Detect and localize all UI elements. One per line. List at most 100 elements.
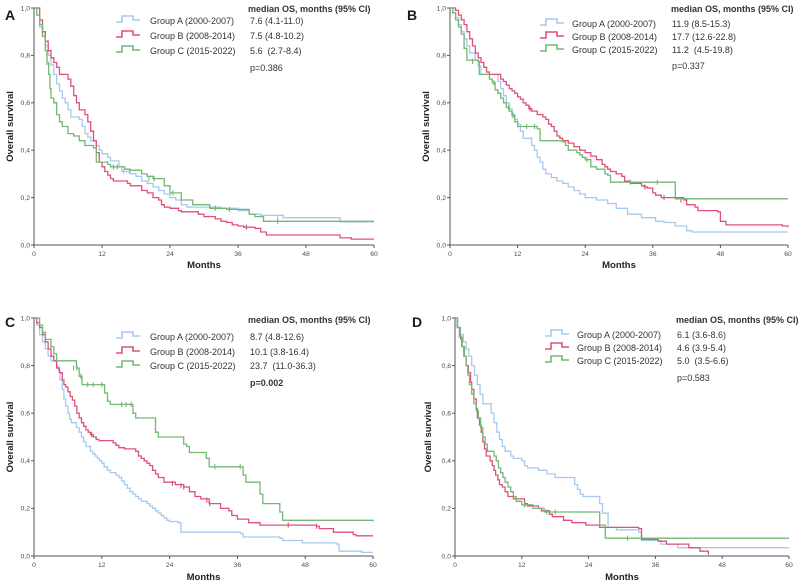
y-tick-label: 1,0 <box>21 315 31 322</box>
legend-label-group-c: Group C (2015-2022) <box>577 356 663 366</box>
km-curve-group-b <box>455 317 709 555</box>
legend-median-group-a: 7.6 (4.1-11.0) <box>250 16 303 26</box>
x-tick-label: 36 <box>234 251 242 258</box>
axes <box>449 8 788 246</box>
legend-label-group-a: Group A (2000-2007) <box>150 16 234 26</box>
x-tick-label: 60 <box>370 251 378 258</box>
x-tick-label: 12 <box>518 562 526 569</box>
legend-swatch-group-a <box>116 15 140 23</box>
y-tick-label: 0,2 <box>442 506 452 513</box>
y-axis-title: Overall survival <box>5 91 16 162</box>
x-tick-label: 48 <box>718 562 726 569</box>
legend-median-group-b: 10.1 (3.8-16.4) <box>250 347 309 357</box>
x-tick-label: 0 <box>448 251 452 258</box>
legend-swatch-group-c <box>116 45 140 53</box>
x-tick-label: 12 <box>98 562 106 569</box>
legend-median-group-c: 23.7 (11.0-36.3) <box>250 361 316 371</box>
x-tick-label: 48 <box>302 251 310 258</box>
x-tick-label: 0 <box>453 562 457 569</box>
y-tick-label: 0,6 <box>21 411 31 418</box>
y-axis-title: Overall survival <box>5 402 16 473</box>
panel-letter: B <box>407 7 417 23</box>
legend-swatch-group-b <box>540 31 564 39</box>
km-curve-group-a <box>455 317 789 549</box>
y-tick-label: 0,0 <box>437 242 447 249</box>
panel-a-chart: 0,0 0,2 0,4 0,6 0,8 1,0 0 12 24 36 48 60 median OS, … <box>5 4 378 271</box>
y-tick-label: 0,4 <box>437 148 447 155</box>
km-curve-group-c <box>34 317 374 522</box>
x-tick-label: 36 <box>649 251 657 258</box>
y-tick-label: 0,8 <box>21 53 31 60</box>
legend-swatch-group-b <box>545 342 569 350</box>
panel-letter: C <box>5 314 15 330</box>
y-tick-label: 0,2 <box>21 195 31 202</box>
p-value: p=0.002 <box>250 378 283 388</box>
x-tick-label: 24 <box>581 251 589 258</box>
y-axis-title: Overall survival <box>423 402 434 473</box>
legend-label-group-b: Group B (2008-2014) <box>572 32 657 42</box>
y-tick-label: 1,0 <box>437 5 447 12</box>
panel-letter: D <box>412 314 422 330</box>
legend-header: median OS, months (95% CI) <box>676 315 799 325</box>
legend-median-group-b: 4.6 (3.9-5.4) <box>677 343 726 353</box>
y-tick-label: 0,0 <box>21 242 31 249</box>
p-value: p=0.386 <box>250 63 283 73</box>
km-curve-group-c <box>34 7 374 222</box>
legend-label-group-a: Group A (2000-2007) <box>577 330 661 340</box>
legend-median-group-b: 7.5 (4.8-10.2) <box>250 31 304 41</box>
y-tick-label: 0,8 <box>21 363 31 370</box>
legend-label-group-c: Group C (2015-2022) <box>150 46 236 56</box>
x-tick-label: 0 <box>32 251 36 258</box>
legend-header: median OS, months (95% CI) <box>248 4 371 14</box>
legend-header: median OS, months (95% CI) <box>248 315 371 325</box>
legend-median-group-a: 6.1 (3.6-8.6) <box>677 330 726 340</box>
y-tick-label: 0,6 <box>21 100 31 107</box>
x-tick-label: 12 <box>514 251 522 258</box>
km-curve-group-a <box>34 7 374 223</box>
x-tick-label: 48 <box>301 562 309 569</box>
legend-median-group-c: 11.2 (4.5-19.8) <box>672 45 733 55</box>
y-tick-label: 0,8 <box>442 363 452 370</box>
legend-label-group-a: Group A (2000-2007) <box>572 19 656 29</box>
legend-swatch-group-a <box>116 331 140 339</box>
y-tick-label: 0,0 <box>21 553 31 560</box>
legend-median-group-c: 5.6 (2.7-8.4) <box>250 46 302 56</box>
km-curve-group-b <box>450 7 789 228</box>
y-tick-label: 0,4 <box>21 458 31 465</box>
x-tick-label: 24 <box>585 562 593 569</box>
y-tick-label: 0,8 <box>437 53 447 60</box>
x-axis-title: Months <box>187 572 221 583</box>
y-axis-title: Overall survival <box>421 91 432 162</box>
panel-letter: A <box>5 7 15 23</box>
y-tick-label: 0,0 <box>442 553 452 560</box>
y-tick-label: 0,6 <box>437 100 447 107</box>
legend-median-group-c: 5.0 (3.5-6.6) <box>677 356 729 366</box>
x-tick-label: 36 <box>652 562 660 569</box>
km-curve-group-a <box>34 317 373 554</box>
legend-swatch-group-b <box>116 30 140 38</box>
x-tick-label: 60 <box>369 562 377 569</box>
legend-label-group-c: Group C (2015-2022) <box>572 45 658 55</box>
legend-median-group-a: 8.7 (4.8-12.6) <box>250 332 304 342</box>
legend-label-group-c: Group C (2015-2022) <box>150 361 236 371</box>
x-tick-label: 12 <box>98 251 106 258</box>
x-tick-label: 60 <box>785 562 793 569</box>
legend-swatch-group-a <box>545 329 569 337</box>
legend-swatch-group-c <box>545 355 569 363</box>
x-axis-title: Months <box>187 260 221 271</box>
km-curve-group-c <box>455 317 789 539</box>
legend-swatch-group-c <box>540 44 564 52</box>
y-tick-label: 0,4 <box>21 148 31 155</box>
y-tick-label: 0,2 <box>437 195 447 202</box>
x-axis-title: Months <box>605 572 639 583</box>
y-tick-label: 0,2 <box>21 506 31 513</box>
p-value: p=0.337 <box>672 61 705 71</box>
km-curve-group-b <box>34 317 373 537</box>
legend-label-group-a: Group A (2000-2007) <box>150 332 234 342</box>
panel-b-chart: 0,0 0,2 0,4 0,6 0,8 1,0 0 12 24 36 48 60 median OS, … <box>407 4 794 271</box>
p-value: p=0.583 <box>677 373 710 383</box>
legend-label-group-b: Group B (2008-2014) <box>150 31 235 41</box>
x-tick-label: 36 <box>234 562 242 569</box>
y-tick-label: 0,6 <box>442 411 452 418</box>
